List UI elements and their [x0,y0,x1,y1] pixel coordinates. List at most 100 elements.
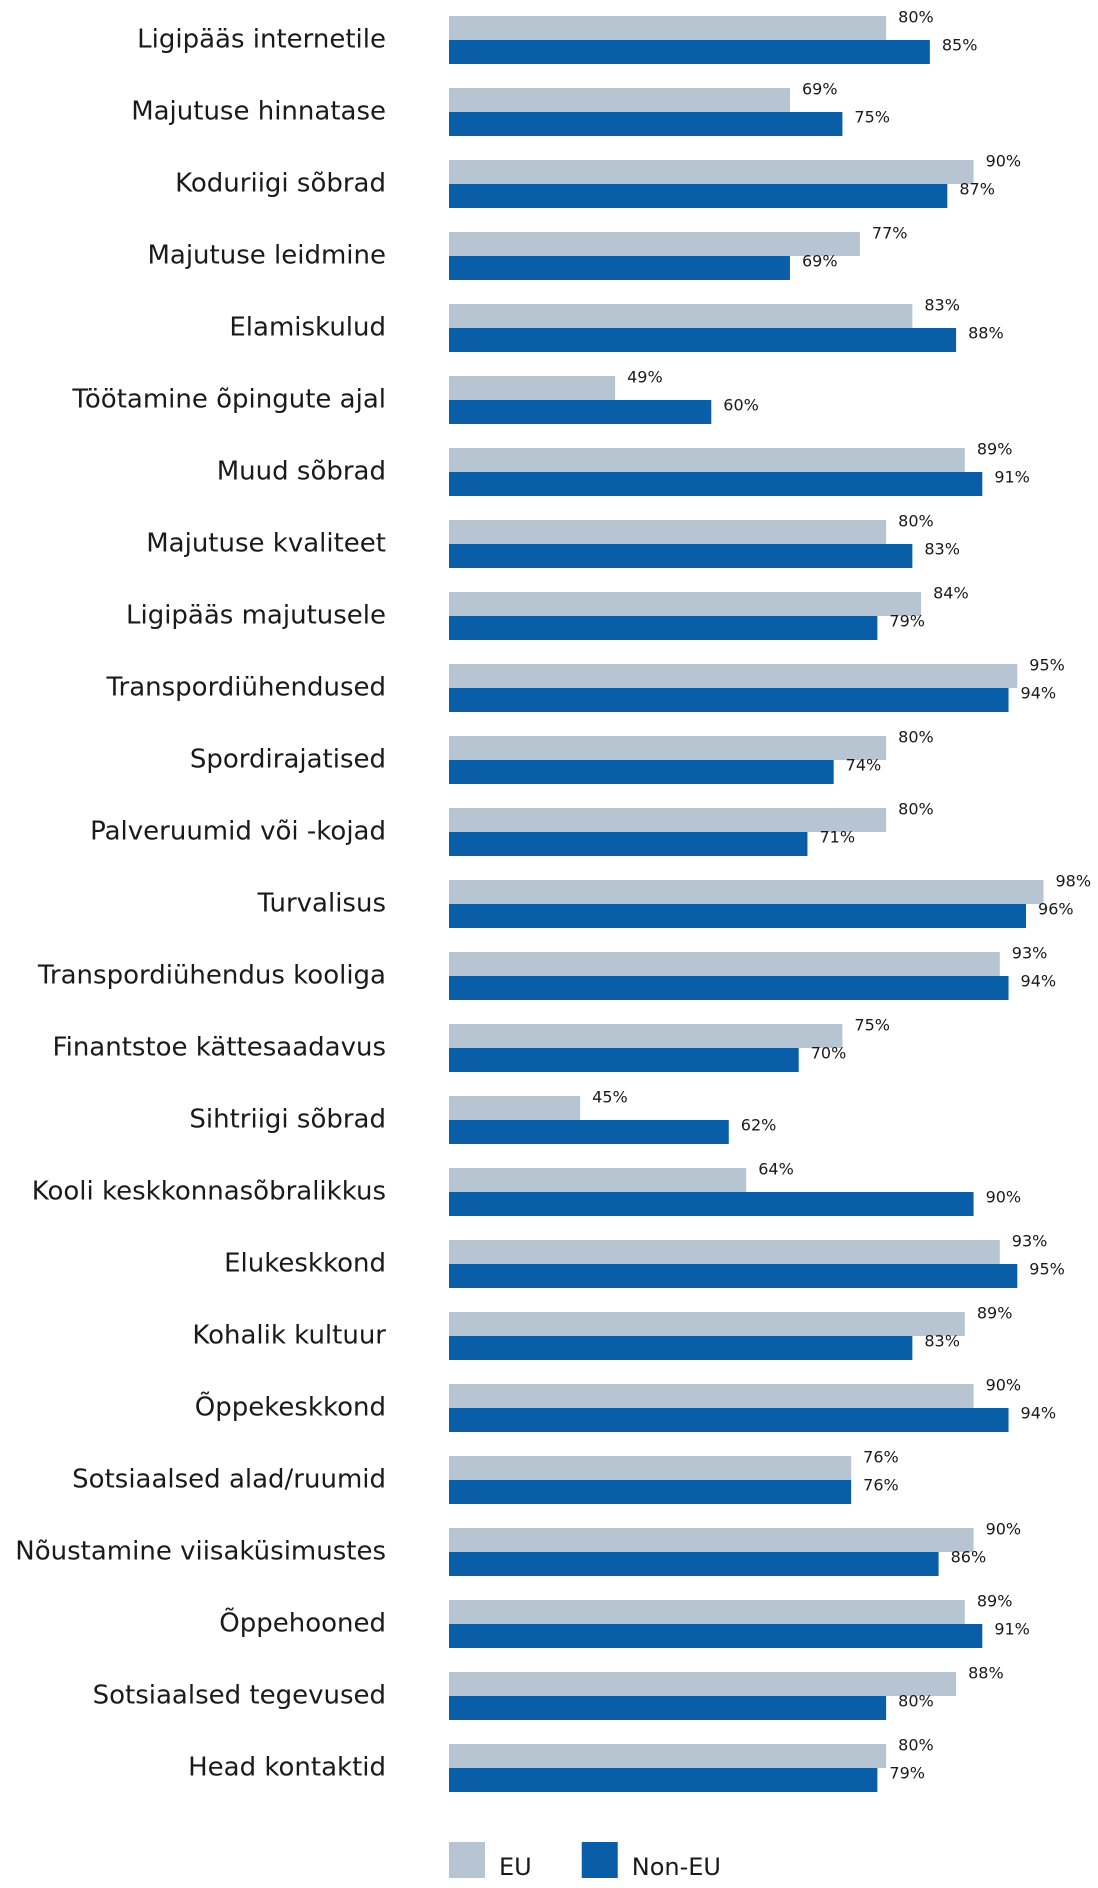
bar [449,112,843,136]
value-label: 69% [802,80,838,99]
category-label: Finantstoe kättesaadavus [53,1033,386,1063]
bar [449,1048,799,1072]
value-label: 60% [723,396,759,415]
bar [449,1120,729,1144]
value-label: 91% [994,1620,1030,1639]
value-label: 88% [968,1664,1004,1683]
category-label: Ligipääs majutusele [126,601,386,631]
category-label: Palveruumid või -kojad [90,817,386,847]
bar [449,1480,852,1504]
bar [449,1600,965,1624]
value-label: 80% [898,1736,934,1755]
bar [449,1240,1000,1264]
value-label: 91% [994,468,1030,487]
value-label: 79% [889,612,925,631]
bar [449,184,948,208]
value-label: 84% [933,584,969,603]
value-label: 90% [986,1188,1022,1207]
value-label: 79% [889,1764,925,1783]
value-label: 75% [854,1016,890,1035]
category-label: Transpordiühendus kooliga [37,961,386,991]
value-label: 76% [863,1448,899,1467]
category-label: Töötamine õpingute ajal [71,385,386,415]
value-label: 90% [986,1376,1022,1395]
value-label: 75% [854,108,890,127]
category-label: Nõustamine viisaküsimustes [15,1537,386,1567]
bar [449,544,913,568]
bar [449,1312,965,1336]
bar [449,376,616,400]
category-label: Õppehooned [219,1607,386,1639]
bar [449,688,1009,712]
bar [449,1672,957,1696]
value-label: 93% [1012,944,1048,963]
value-label: 94% [1021,972,1057,991]
value-label: 74% [846,756,882,775]
category-label: Head kontaktid [188,1753,386,1783]
bar [449,88,790,112]
value-label: 93% [1012,1232,1048,1251]
value-label: 64% [758,1160,794,1179]
value-label: 88% [968,324,1004,343]
bar [449,256,790,280]
category-label: Transpordiühendused [105,673,386,703]
category-label: Sotsiaalsed tegevused [93,1681,386,1711]
bar [449,1768,878,1792]
value-label: 86% [951,1548,987,1567]
value-label: 80% [898,800,934,819]
legend-label: EU [499,1853,532,1881]
value-label: 62% [741,1116,777,1135]
category-label: Majutuse kvaliteet [146,529,386,559]
bar [449,1696,887,1720]
value-label: 45% [592,1088,628,1107]
bar [449,40,930,64]
value-label: 80% [898,512,934,531]
value-label: 77% [872,224,908,243]
value-label: 94% [1021,1404,1057,1423]
value-label: 85% [942,36,978,55]
category-label: Kooli keskkonnasõbralikkus [32,1177,386,1207]
bar [449,520,887,544]
value-label: 71% [819,828,855,847]
bar [449,880,1044,904]
value-label: 70% [811,1044,847,1063]
category-label: Elamiskulud [229,313,386,343]
value-label: 80% [898,728,934,747]
value-label: 83% [924,296,960,315]
bar [449,472,983,496]
category-label: Majutuse leidmine [147,241,386,271]
bar [449,1024,843,1048]
bar [449,736,887,760]
value-label: 87% [959,180,995,199]
bar [449,16,887,40]
bar [449,1096,581,1120]
bar [449,952,1000,976]
value-label: 83% [924,1332,960,1351]
bar [449,1168,747,1192]
bar [449,1624,983,1648]
value-label: 80% [898,1692,934,1711]
category-label: Turvalisus [257,889,386,919]
legend-swatch [449,1842,485,1878]
bar [449,1192,974,1216]
bar [449,232,860,256]
bar [449,616,878,640]
bar [449,328,957,352]
value-label: 96% [1038,900,1074,919]
bar [449,760,834,784]
category-label: Sotsiaalsed alad/ruumid [72,1465,386,1495]
value-label: 95% [1029,1260,1065,1279]
bar [449,904,1027,928]
bar [449,592,922,616]
bar [449,1336,913,1360]
bar [449,832,808,856]
bar [449,1264,1018,1288]
category-label: Elukeskkond [224,1249,386,1279]
value-label: 90% [986,152,1022,171]
bar [449,160,974,184]
bar [449,808,887,832]
bar [449,304,913,328]
bar [449,1456,852,1480]
bar [449,448,965,472]
category-label: Ligipääs internetile [137,25,386,55]
